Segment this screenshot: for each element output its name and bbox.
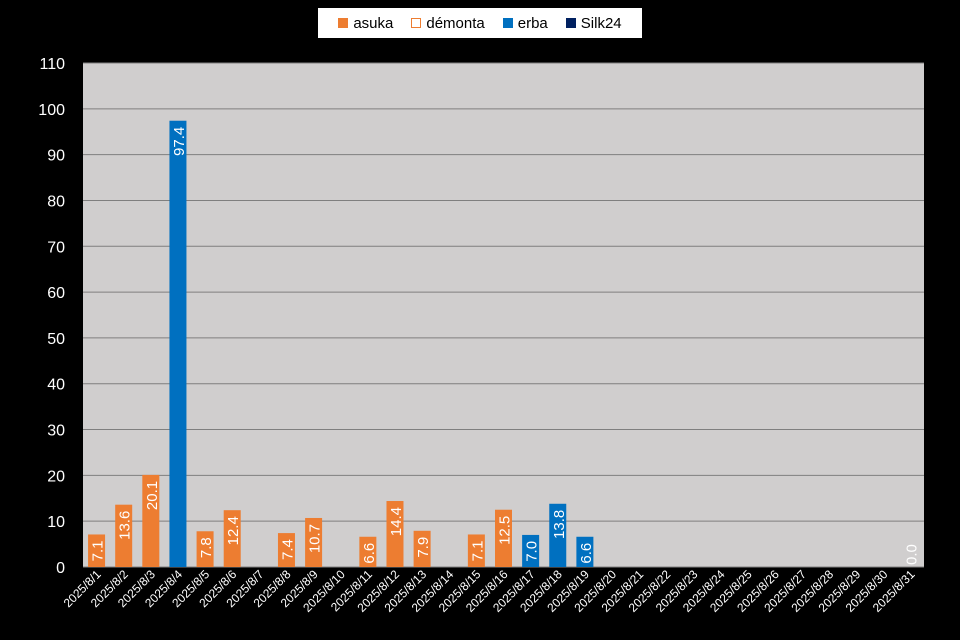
legend-label: erba [517, 14, 548, 32]
data-label: 6.6 [361, 543, 378, 564]
data-label: 7.4 [279, 539, 296, 560]
legend-label: Silk24 [580, 14, 622, 32]
data-label: 12.4 [225, 516, 242, 545]
data-label: 13.8 [551, 510, 568, 539]
y-tick-label: 90 [47, 148, 65, 165]
legend-item-Silk24: Silk24 [565, 14, 622, 32]
data-label: 7.0 [524, 541, 541, 562]
legend-swatch [411, 18, 422, 28]
data-labels: 7.1 13.6 20.1 97.4 7.8 12.4 7.4 10.7 6.6 14.4 7.9 7… [90, 127, 921, 565]
legend-swatch [502, 18, 513, 28]
bar-asuka [413, 530, 431, 567]
data-label: 13.6 [117, 511, 134, 540]
data-label: 12.5 [497, 516, 514, 545]
y-tick-label: 70 [47, 239, 65, 256]
legend-label: démonta [426, 14, 485, 32]
legend-item-erba: erba [502, 14, 548, 32]
x-axis-tick-labels: 2025/8/12025/8/22025/8/32025/8/42025/8/5… [61, 567, 918, 615]
y-axis-tick-labels: 0 10 20 30 40 50 60 70 80 90 100 110 [38, 56, 65, 577]
legend-item-asuka: asuka [338, 15, 393, 32]
bar-asuka [88, 534, 106, 567]
y-tick-label: 110 [39, 56, 65, 73]
y-tick-label: 40 [47, 377, 65, 394]
bar-asuka [115, 504, 133, 567]
data-label: 7.1 [469, 540, 486, 561]
bar-asuka [495, 509, 512, 567]
data-label: 97.4 [171, 127, 188, 156]
bar-erba [549, 503, 567, 567]
data-label: 7.8 [198, 537, 215, 558]
y-tick-label: 60 [47, 285, 65, 302]
data-label: 6.6 [578, 543, 595, 564]
y-tick-label: 0 [56, 560, 65, 577]
data-label: 14.4 [388, 507, 405, 536]
plot-area [83, 63, 924, 567]
y-tick-label: 80 [47, 193, 65, 210]
legend: asuka démonta erba Silk24 [318, 8, 642, 38]
bar-erba [169, 120, 187, 568]
legend-swatch [565, 18, 576, 28]
bar-asuka [277, 533, 295, 567]
bars [88, 120, 594, 568]
data-label: 20.1 [144, 481, 161, 510]
bar-asuka [142, 474, 160, 567]
bar-asuka [223, 510, 241, 567]
bar-asuka [305, 517, 323, 567]
gridlines [83, 62, 924, 568]
bar-erba [576, 536, 594, 567]
bar-asuka [386, 501, 404, 567]
bar-asuka [359, 536, 377, 567]
data-label: 7.9 [415, 537, 432, 558]
y-tick-label: 10 [47, 514, 65, 531]
y-tick-label: 100 [38, 102, 65, 119]
legend-item-démonta: démonta [411, 14, 485, 32]
y-tick-label: 30 [47, 423, 65, 440]
bar-erba [522, 534, 540, 567]
data-label: 0.0 [903, 544, 920, 565]
bar-asuka [196, 531, 214, 567]
y-tick-label: 20 [47, 468, 65, 485]
bar-asuka [467, 534, 485, 567]
data-label: 7.1 [90, 540, 107, 561]
data-label: 10.7 [307, 524, 324, 553]
y-tick-label: 50 [47, 331, 65, 348]
legend-swatch [338, 18, 349, 28]
legend-label: asuka [353, 14, 394, 32]
